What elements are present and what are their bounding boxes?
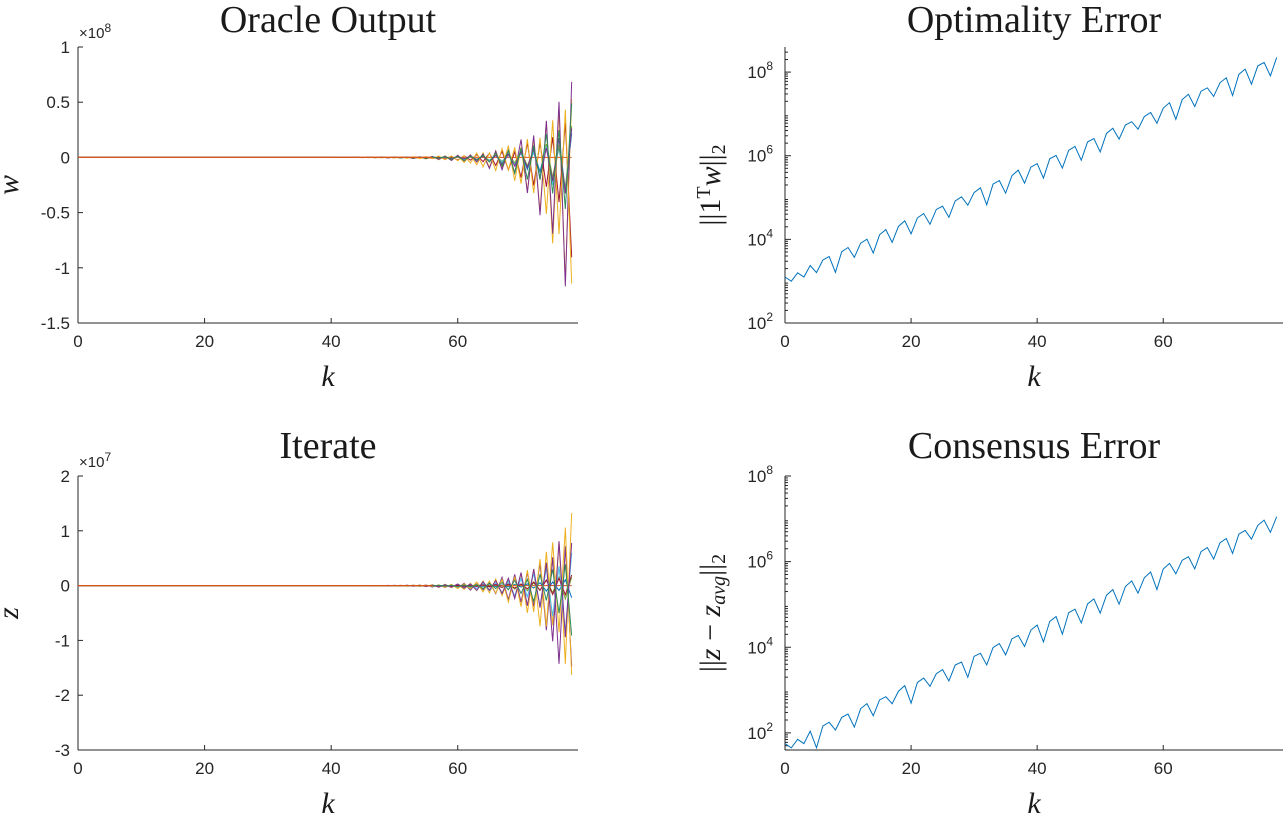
- consensus-x-label: k: [1027, 787, 1041, 817]
- consensus-xtick-label: 40: [1028, 759, 1047, 778]
- iterate-y-exponent: ×107: [79, 450, 111, 471]
- consensus-y-label-part: z: [694, 604, 727, 617]
- consensus-ytick-power: 2: [766, 720, 773, 734]
- consensus-y-label-part: 2: [708, 554, 730, 564]
- consensus-ytick-base: 10: [747, 724, 766, 743]
- optimality-y-label-part: w: [694, 166, 727, 186]
- optimality-ytick-power: 2: [766, 310, 773, 324]
- optimality-ytick-power: 4: [766, 226, 773, 240]
- oracle-title: Oracle Output: [220, 0, 437, 41]
- iterate-ytick-label: -2: [55, 686, 70, 705]
- optimality-ytick-label: 106: [747, 143, 773, 166]
- optimality-y-label-part: 2: [708, 144, 730, 154]
- oracle-y-exponent-power: 8: [104, 21, 111, 35]
- oracle-y-exponent: ×108: [79, 21, 111, 42]
- optimality-xtick-label: 60: [1154, 332, 1173, 351]
- optimality-y-label-part: ||: [694, 154, 727, 166]
- consensus-ytick-label: 102: [747, 720, 773, 743]
- iterate-ytick-label: -3: [55, 741, 70, 760]
- consensus-xtick-label: 60: [1154, 759, 1173, 778]
- iterate-title: Iterate: [279, 425, 376, 467]
- oracle-ytick-label: -1.5: [41, 314, 70, 333]
- iterate-xtick-label: 60: [448, 759, 467, 778]
- iterate-xtick-label: 40: [322, 759, 341, 778]
- optimality-ytick-label: 108: [747, 59, 773, 82]
- oracle-series-line: [78, 103, 573, 209]
- optimality-xtick-label: 0: [780, 332, 789, 351]
- optimality-ytick-label: 104: [747, 226, 773, 249]
- oracle-xtick-label: 40: [322, 332, 341, 351]
- optimality-y-label-part: ||1: [694, 199, 727, 226]
- oracle-y-label-part: w: [0, 175, 25, 195]
- iterate-series-line: [78, 527, 573, 675]
- optimality-ytick-base: 10: [747, 314, 766, 333]
- optimality-ytick-power: 8: [766, 59, 773, 73]
- consensus-y-label-part: −: [694, 616, 727, 648]
- oracle-xtick-label: 20: [195, 332, 214, 351]
- iterate-subplot: 0 20 40 60 k Iterate 2 1 0 -1 -2 -3 ×107 z: [0, 425, 578, 817]
- consensus-title: Consensus Error: [908, 425, 1161, 467]
- oracle-ytick-label: 0: [61, 148, 70, 167]
- optimality-ytick-base: 10: [747, 147, 766, 166]
- oracle-ytick-label: 1: [61, 38, 70, 57]
- consensus-ytick-power: 8: [766, 463, 773, 477]
- consensus-ytick-base: 10: [747, 553, 766, 572]
- consensus-ytick-power: 6: [766, 549, 773, 563]
- consensus-y-label-part: z: [694, 648, 727, 661]
- optimality-ytick-label: 102: [747, 310, 773, 333]
- consensus-ytick-base: 10: [747, 638, 766, 657]
- iterate-series-line: [78, 552, 573, 632]
- iterate-series-line: [78, 564, 573, 636]
- oracle-y-label: w: [0, 175, 25, 195]
- oracle-ytick-label: -1: [55, 259, 70, 278]
- consensus-ytick-base: 10: [747, 467, 766, 486]
- optimality-x-label: k: [1027, 360, 1041, 393]
- optimality-ytick-base: 10: [747, 63, 766, 82]
- consensus-y-label-part: ||: [694, 660, 727, 672]
- iterate-series-line: [78, 546, 573, 667]
- consensus-y-label: ||z − zavg||2: [694, 554, 730, 672]
- consensus-xtick-label: 20: [902, 759, 921, 778]
- iterate-ytick-label: -1: [55, 631, 70, 650]
- iterate-ytick-label: 1: [61, 522, 70, 541]
- consensus-ytick-label: 104: [747, 634, 773, 657]
- iterate-y-label-part: z: [0, 607, 25, 620]
- consensus-ytick-label: 108: [747, 463, 773, 486]
- iterate-ytick-label: 0: [61, 577, 70, 596]
- optimality-ytick-power: 6: [766, 143, 773, 157]
- oracle-ytick-label: -0.5: [41, 204, 70, 223]
- iterate-xtick-label: 0: [73, 759, 82, 778]
- optimality-xtick-label: 20: [902, 332, 921, 351]
- oracle-series-line: [78, 81, 573, 287]
- optimality-y-label: ||1Tw||2: [693, 144, 730, 225]
- optimality-series-line: [784, 57, 1278, 282]
- optimality-title: Optimality Error: [907, 0, 1162, 41]
- consensus-series-line: [784, 516, 1278, 750]
- oracle-series-line: [78, 109, 573, 284]
- consensus-ytick-power: 4: [766, 634, 773, 648]
- oracle-series-line: [78, 99, 573, 282]
- consensus-y-label-part: ||: [694, 564, 727, 576]
- optimality-xtick-label: 40: [1028, 332, 1047, 351]
- iterate-y-label: z: [0, 607, 25, 620]
- optimality-ytick-base: 10: [747, 230, 766, 249]
- iterate-x-label: k: [321, 787, 335, 817]
- iterate-y-exponent-power: 7: [104, 450, 111, 464]
- oracle-subplot: 0 20 40 60 k Oracle Output 1 0.5 0 -0.5 -1 -1.5 ×108…: [0, 0, 578, 393]
- oracle-xtick-label: 60: [448, 332, 467, 351]
- iterate-series-line: [78, 541, 573, 642]
- iterate-xtick-label: 20: [195, 759, 214, 778]
- oracle-x-label: k: [321, 360, 335, 393]
- consensus-y-label-part: avg: [708, 576, 730, 605]
- oracle-xtick-label: 0: [73, 332, 82, 351]
- oracle-ytick-label: 0.5: [46, 93, 70, 112]
- oracle-series-line: [78, 123, 573, 258]
- consensus-xtick-label: 0: [780, 759, 789, 778]
- optimality-y-label-part: T: [693, 186, 715, 198]
- consensus-ytick-label: 106: [747, 549, 773, 572]
- iterate-ytick-label: 2: [61, 467, 70, 486]
